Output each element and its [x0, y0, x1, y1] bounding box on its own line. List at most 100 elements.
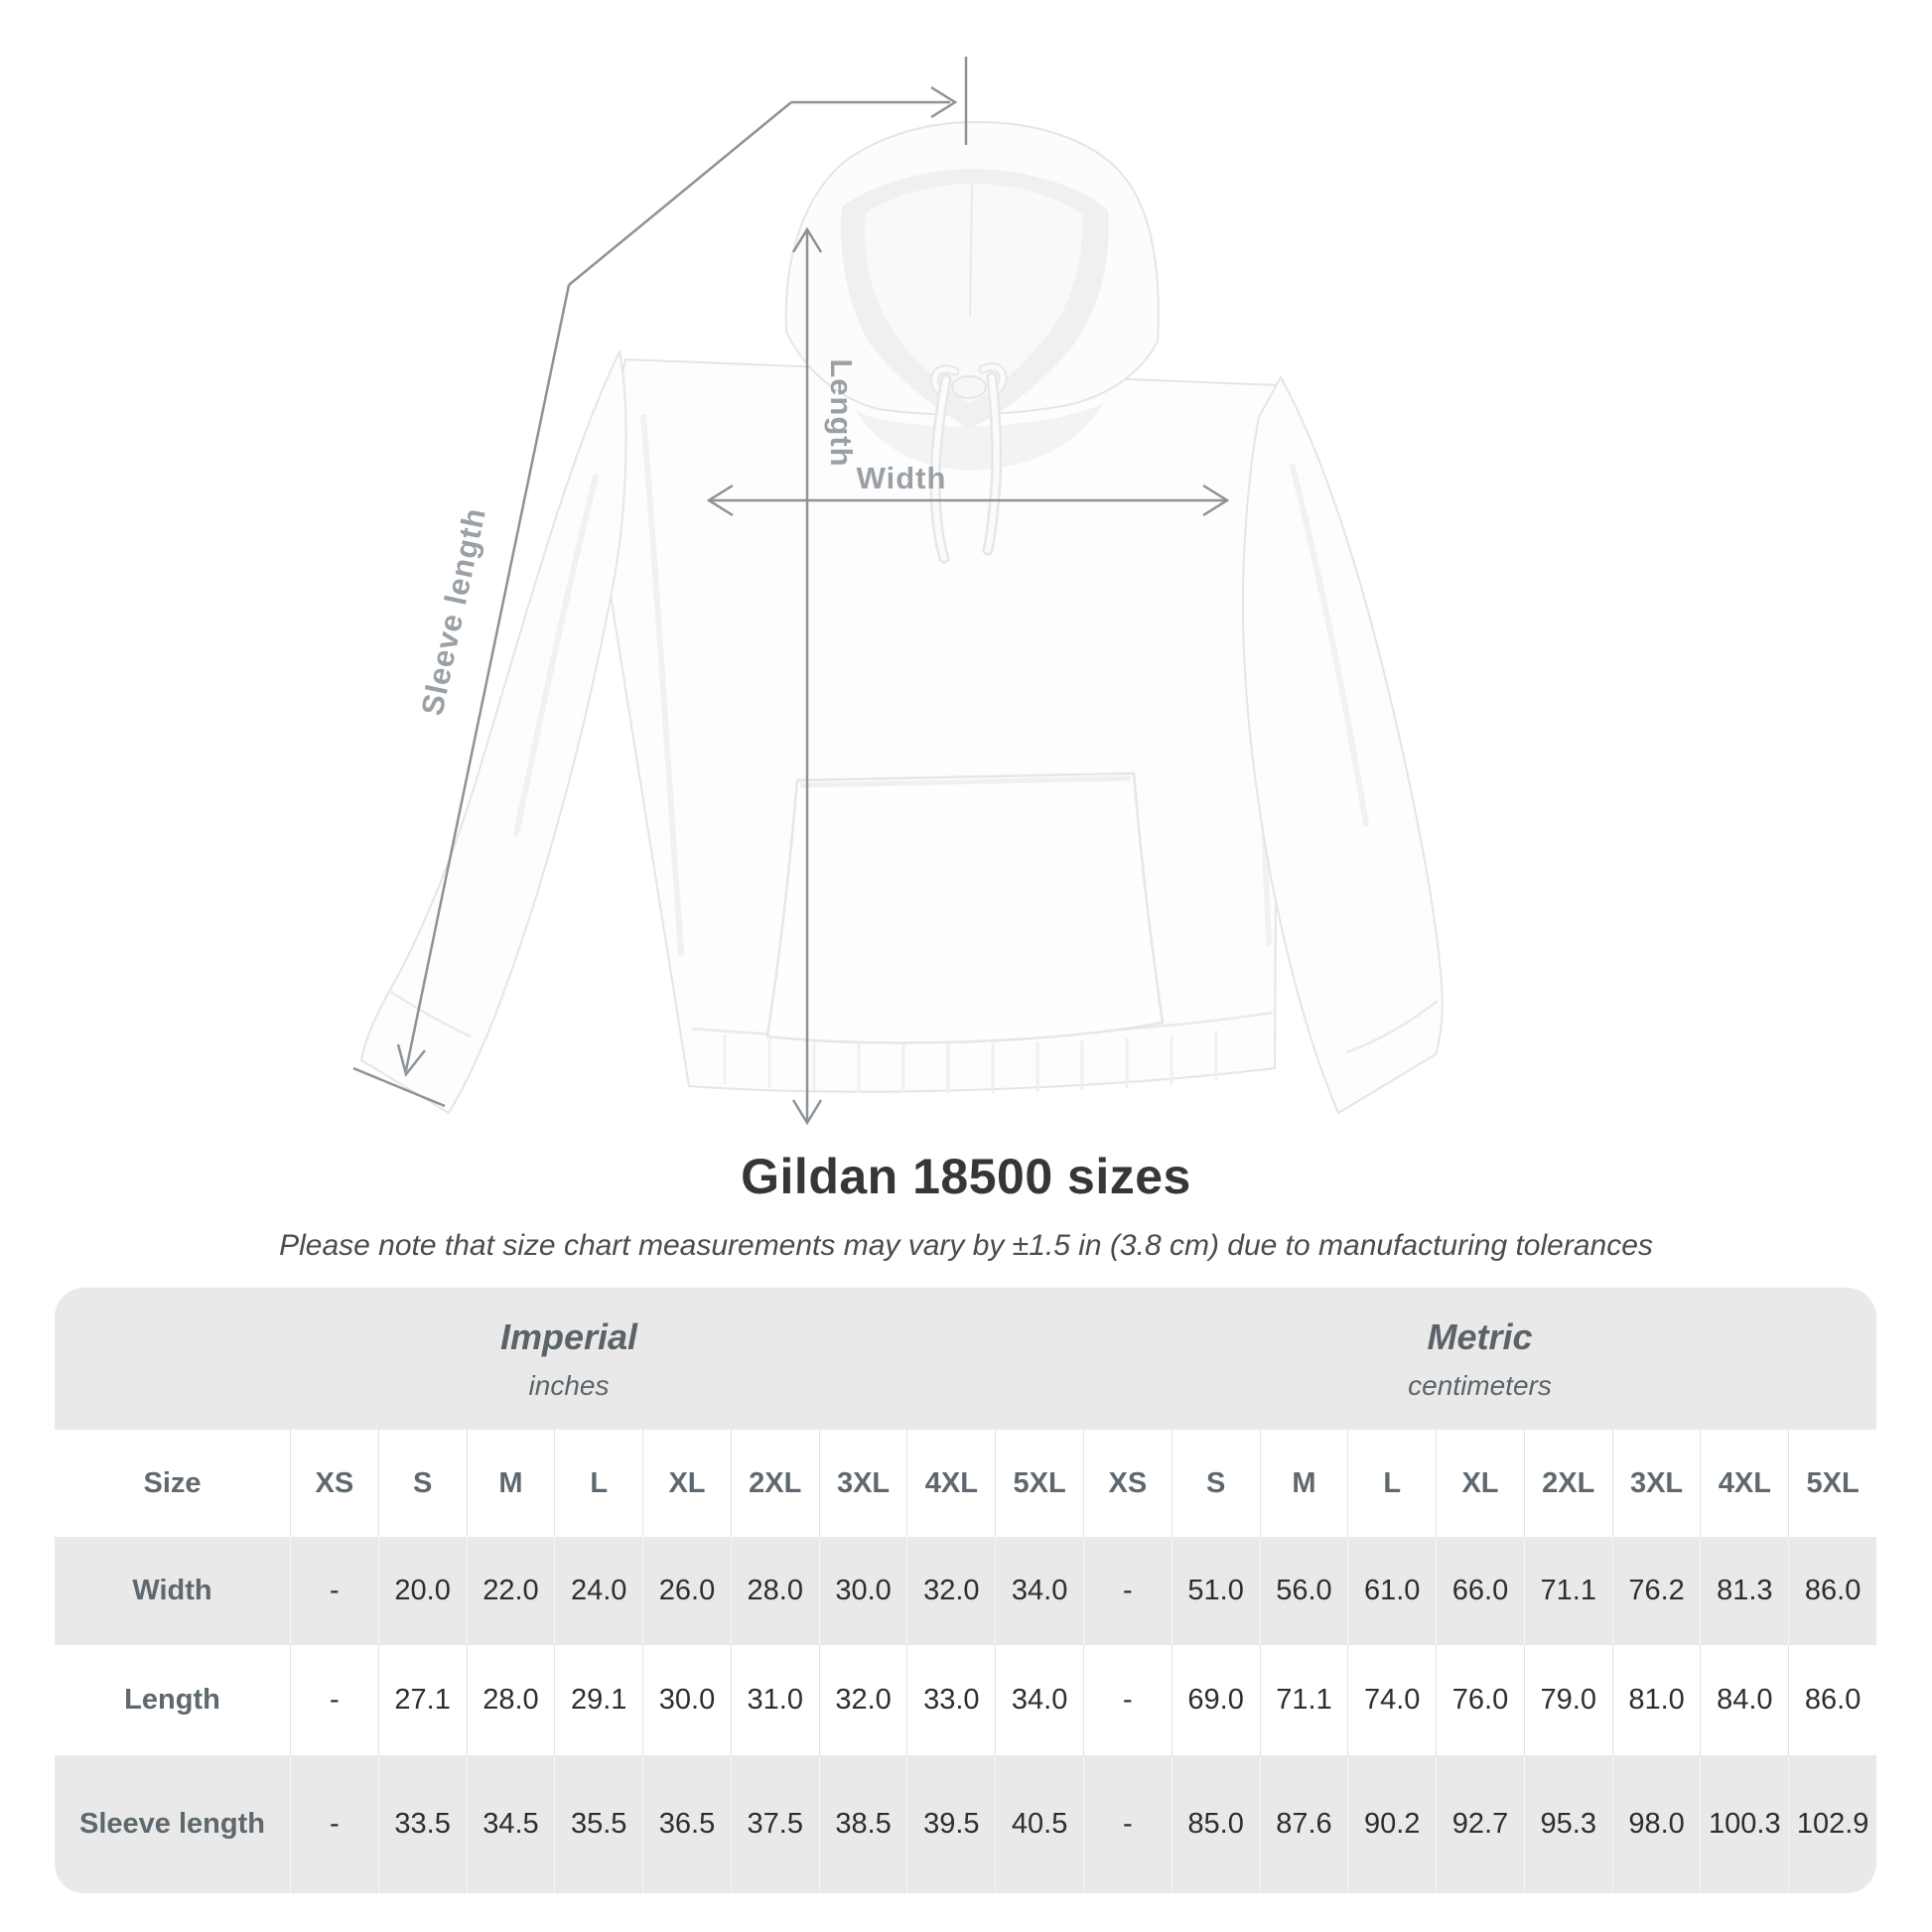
size-header-imperial-s: S	[377, 1430, 467, 1537]
value-cell: -	[290, 1537, 378, 1645]
value-cell: 81.3	[1700, 1537, 1789, 1645]
value-cell: 30.0	[642, 1645, 731, 1755]
value-cell: 40.5	[995, 1755, 1083, 1893]
left-cuff-seam	[388, 989, 472, 1038]
page-title: Gildan 18500 sizes	[741, 1149, 1191, 1204]
hoodie-measurement-diagram: Sleeve length Length Width	[352, 57, 1444, 1126]
value-cell: 51.0	[1171, 1537, 1260, 1645]
sleeve-measure-arm-segment	[404, 284, 571, 1071]
value-cell: 33.0	[906, 1645, 996, 1755]
value-cell: 22.0	[466, 1537, 555, 1645]
size-header-imperial-3xl: 3XL	[818, 1430, 907, 1537]
size-header-imperial-4xl: 4XL	[906, 1430, 996, 1537]
right-cuff-seam	[1345, 1000, 1439, 1054]
size-header-metric-m: M	[1259, 1430, 1348, 1537]
metric-sublabel: centimeters	[1408, 1369, 1552, 1401]
value-cell: 30.0	[818, 1537, 907, 1645]
value-cell: -	[290, 1755, 378, 1893]
arrowhead-down	[791, 1099, 823, 1126]
arrowhead-left	[706, 483, 734, 517]
arrowhead-right	[930, 85, 958, 119]
value-cell: 34.0	[995, 1645, 1083, 1755]
value-cell: 102.9	[1788, 1755, 1876, 1893]
value-cell: 74.0	[1347, 1645, 1437, 1755]
size-header-metric-s: S	[1171, 1430, 1260, 1537]
value-cell: 56.0	[1259, 1537, 1348, 1645]
size-header-imperial-5xl: 5XL	[995, 1430, 1083, 1537]
value-cell: 84.0	[1700, 1645, 1789, 1755]
value-cell: -	[1083, 1537, 1172, 1645]
metric-label: Metric	[1427, 1315, 1533, 1357]
value-cell: 85.0	[1171, 1755, 1260, 1893]
value-cell: 71.1	[1523, 1537, 1612, 1645]
value-cell: 37.5	[730, 1755, 819, 1893]
value-cell: 24.0	[554, 1537, 643, 1645]
size-header-imperial-xs: XS	[290, 1430, 378, 1537]
value-cell: 32.0	[906, 1537, 996, 1645]
imperial-label: Imperial	[499, 1315, 638, 1357]
arrowhead-up	[791, 226, 823, 253]
kangaroo-pocket	[765, 771, 1165, 1044]
size-header-imperial-2xl: 2XL	[730, 1430, 819, 1537]
value-cell: 79.0	[1523, 1645, 1612, 1755]
value-cell: 71.1	[1259, 1645, 1348, 1755]
value-cell: 35.5	[554, 1755, 643, 1893]
size-header-metric-5xl: 5XL	[1788, 1430, 1876, 1537]
value-cell: 81.0	[1611, 1645, 1701, 1755]
size-header-metric-xl: XL	[1436, 1430, 1524, 1537]
value-cell: 66.0	[1436, 1537, 1524, 1645]
imperial-sublabel: inches	[528, 1369, 610, 1401]
sleeve-length-label: Sleeve length	[414, 504, 491, 718]
value-cell: 100.3	[1700, 1755, 1789, 1893]
chest-shadow	[856, 403, 1104, 471]
value-cell: 26.0	[642, 1537, 731, 1645]
size-header-metric-3xl: 3XL	[1611, 1430, 1701, 1537]
size-grid: Imperial inches Metric centimeters Size X…	[55, 1288, 1876, 1893]
left-sleeve	[359, 347, 627, 1115]
value-cell: 28.0	[466, 1645, 555, 1755]
arrowhead-right-2	[1202, 483, 1230, 517]
value-cell: 86.0	[1788, 1537, 1876, 1645]
value-cell: -	[1083, 1645, 1172, 1755]
value-cell: 39.5	[906, 1755, 996, 1893]
value-cell: 31.0	[730, 1645, 819, 1755]
sleeve-measure-shoulder-segment	[568, 101, 792, 286]
size-table: Imperial inches Metric centimeters Size X…	[55, 1288, 1876, 1893]
row-label-sleeve-length: Sleeve length	[55, 1755, 290, 1893]
width-label: Width	[857, 461, 947, 495]
size-header-metric-l: L	[1347, 1430, 1437, 1537]
drawstring-knot	[951, 375, 987, 399]
value-cell: 92.7	[1436, 1755, 1524, 1893]
value-cell: 76.0	[1436, 1645, 1524, 1755]
size-header-imperial-l: L	[554, 1430, 643, 1537]
value-cell: 61.0	[1347, 1537, 1437, 1645]
size-column-header: Size	[55, 1430, 290, 1537]
hood-back-panel	[865, 184, 1083, 403]
drawstrings	[929, 362, 1008, 564]
value-cell: -	[290, 1645, 378, 1755]
row-label-width: Width	[55, 1537, 290, 1645]
right-sleeve	[1241, 374, 1444, 1115]
size-header-metric-xs: XS	[1083, 1430, 1172, 1537]
size-header-metric-2xl: 2XL	[1523, 1430, 1612, 1537]
value-cell: 86.0	[1788, 1645, 1876, 1755]
value-cell: 95.3	[1523, 1755, 1612, 1893]
hem-ribbing	[723, 1031, 1218, 1093]
value-cell: 36.5	[642, 1755, 731, 1893]
hoodie-illustration	[359, 120, 1444, 1115]
size-header-imperial-m: M	[466, 1430, 555, 1537]
value-cell: 20.0	[377, 1537, 467, 1645]
value-cell: 32.0	[818, 1645, 907, 1755]
hood-center-seam	[969, 184, 973, 317]
size-header-metric-4xl: 4XL	[1700, 1430, 1789, 1537]
cuff-end-tick	[352, 1066, 446, 1108]
value-cell: 98.0	[1611, 1755, 1701, 1893]
value-cell: 33.5	[377, 1755, 467, 1893]
size-header-imperial-xl: XL	[642, 1430, 731, 1537]
row-label-length: Length	[55, 1645, 290, 1755]
value-cell: 27.1	[377, 1645, 467, 1755]
value-cell: 28.0	[730, 1537, 819, 1645]
sleeve-creases	[513, 464, 1369, 837]
imperial-unit-header: Imperial inches	[55, 1288, 1083, 1430]
value-cell: 69.0	[1171, 1645, 1260, 1755]
